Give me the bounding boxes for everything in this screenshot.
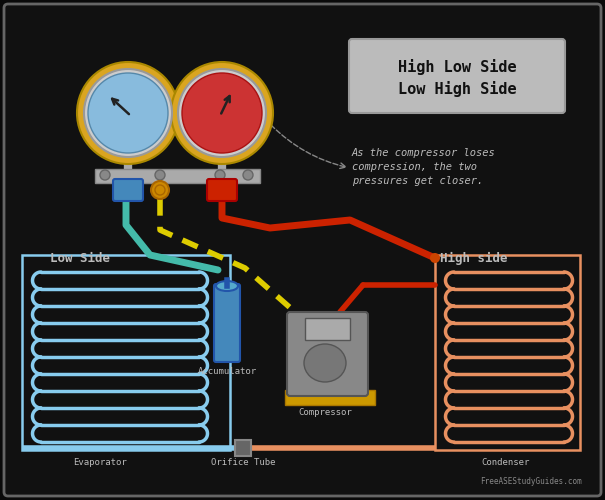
FancyBboxPatch shape	[214, 284, 240, 362]
Ellipse shape	[304, 344, 346, 382]
FancyBboxPatch shape	[287, 312, 368, 396]
Circle shape	[84, 69, 172, 157]
Text: As the compressor loses
compression, the two
pressures get closer.: As the compressor loses compression, the…	[352, 148, 495, 186]
FancyBboxPatch shape	[113, 179, 143, 201]
Circle shape	[100, 170, 110, 180]
Bar	[95, 169, 260, 183]
Circle shape	[77, 62, 179, 164]
Text: Orifice Tube: Orifice Tube	[211, 458, 275, 467]
Bar	[435, 255, 580, 450]
FancyBboxPatch shape	[349, 39, 565, 113]
Text: Low Side: Low Side	[50, 252, 110, 265]
Bar	[305, 318, 350, 340]
Circle shape	[182, 73, 262, 153]
Circle shape	[178, 69, 266, 157]
Circle shape	[243, 170, 253, 180]
Ellipse shape	[216, 281, 238, 291]
Text: High Low Side
Low High Side: High Low Side Low High Side	[397, 58, 516, 97]
FancyBboxPatch shape	[4, 4, 601, 496]
Circle shape	[88, 73, 168, 153]
Bar	[22, 255, 230, 450]
Circle shape	[215, 170, 225, 180]
Circle shape	[155, 170, 165, 180]
Bar	[235, 440, 251, 456]
FancyBboxPatch shape	[207, 179, 237, 201]
Text: Condenser: Condenser	[482, 458, 530, 467]
Text: Compressor: Compressor	[298, 408, 352, 417]
Circle shape	[430, 253, 440, 263]
Bar	[285, 390, 375, 405]
Text: FreeASEStudyGuides.com: FreeASEStudyGuides.com	[480, 477, 582, 486]
Text: Evaporator: Evaporator	[73, 458, 127, 467]
Text: High side: High side	[440, 252, 508, 265]
Circle shape	[151, 181, 169, 199]
Text: Accumulator: Accumulator	[197, 367, 257, 376]
Circle shape	[171, 62, 273, 164]
